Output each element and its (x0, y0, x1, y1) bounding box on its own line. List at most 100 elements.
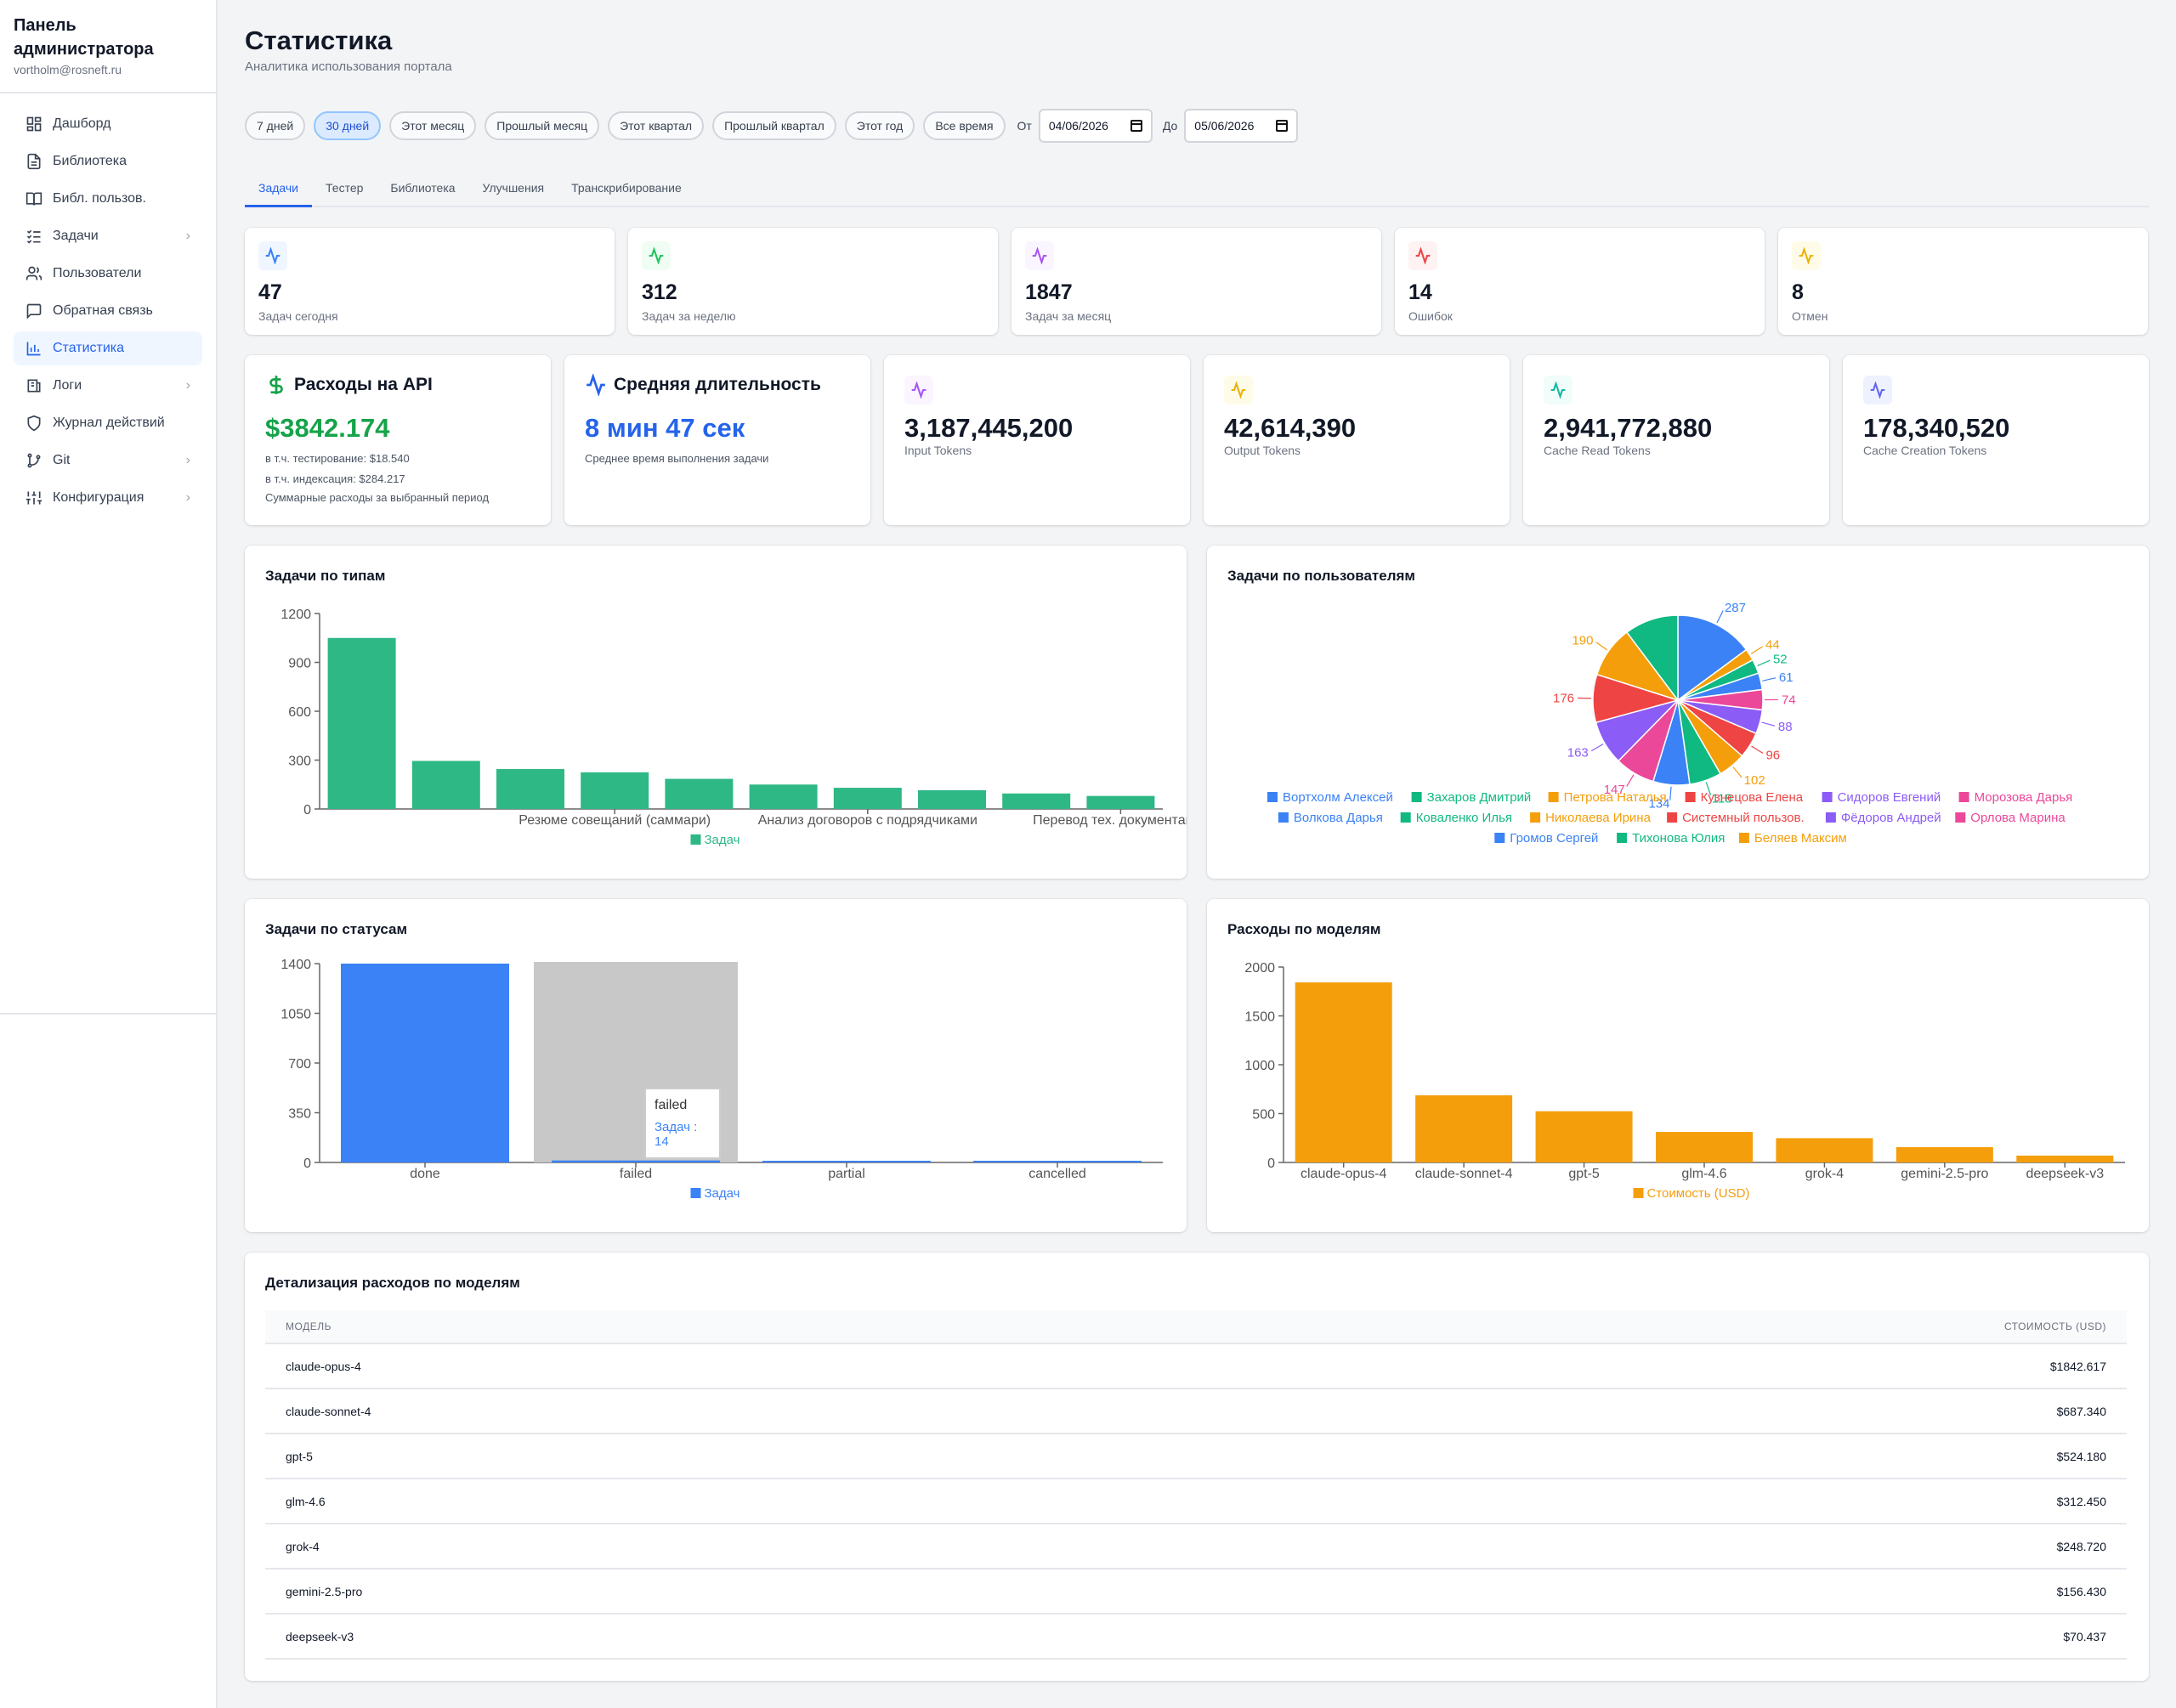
period-all-time[interactable]: Все время (923, 111, 1006, 140)
bar (1896, 1147, 1993, 1162)
x-tick-label: done (410, 1167, 440, 1181)
y-tick-label: 1500 (1244, 1010, 1275, 1025)
user-email: vortholm@rosneft.ru (14, 63, 122, 76)
legend-label: Сидоров Евгений (1838, 790, 1941, 805)
period-this-quarter[interactable]: Этот квартал (608, 111, 705, 140)
x-tick-label: cancelled (1028, 1167, 1086, 1181)
sidebar-item-feedback[interactable]: Обратная связь (14, 294, 202, 328)
pie-value-label: 74 (1782, 693, 1796, 707)
x-tick-label: Перевод тех. документации (1033, 813, 1187, 828)
activity-icon (1544, 376, 1572, 404)
date-from-input[interactable]: 04/06/2026 (1038, 109, 1153, 143)
period-last-month[interactable]: Прошлый месяц (484, 111, 600, 140)
period-this-month[interactable]: Этот месяц (389, 111, 477, 140)
chevron-right-icon: › (185, 229, 190, 243)
y-tick-label: 1000 (1244, 1059, 1275, 1073)
tab-tasks[interactable]: Задачи (245, 172, 313, 207)
chart-tooltip: failed Задач : 14 (644, 1088, 721, 1159)
chevron-right-icon: › (185, 490, 190, 505)
pie-label-line (1716, 610, 1724, 624)
sidebar-item-label: Пользователи (53, 266, 142, 280)
avg-duration-note: Среднее время выполнения задачи (585, 452, 769, 465)
sidebar-item-user-library[interactable]: Библ. пользов. (14, 182, 202, 216)
legend-label: Коваленко Илья (1416, 811, 1512, 825)
tab-improvements[interactable]: Улучшения (482, 181, 545, 195)
bar (341, 964, 509, 1162)
tab-tester[interactable]: Тестер (326, 181, 364, 195)
bar (1295, 982, 1392, 1162)
api-cost-value: $3842.174 (265, 413, 390, 443)
shield-icon (27, 415, 41, 432)
stat-label: Ошибок (1408, 309, 1453, 323)
sidebar-item-label: Статистика (53, 341, 125, 355)
stat-label: Задач за неделю (642, 309, 736, 323)
activity-icon (1792, 241, 1821, 270)
token-card: 3,187,445,200 Input Tokens (884, 355, 1190, 525)
table-row: grok-4 $248.720 (265, 1524, 2127, 1569)
legend-swatch (1411, 792, 1422, 802)
sidebar-item-config[interactable]: Конфигурация › (14, 481, 202, 515)
sidebar-item-library[interactable]: Библиотека (14, 144, 202, 178)
tab-library[interactable]: Библиотека (390, 181, 456, 195)
activity-icon (904, 376, 933, 404)
sidebar-item-statistics[interactable]: Статистика (14, 331, 202, 365)
chart-icon (26, 342, 41, 356)
bar (552, 1160, 720, 1162)
pie-value-label: 88 (1778, 720, 1793, 734)
sidebar-item-users[interactable]: Пользователи (14, 257, 202, 291)
chart-title: Задачи по пользователям (1227, 568, 1415, 584)
x-tick-label: glm-4.6 (1681, 1167, 1726, 1181)
avg-duration-value: 8 мин 47 сек (585, 413, 745, 443)
token-label: Cache Creation Tokens (1863, 444, 1987, 457)
sidebar-item-dashboard[interactable]: Дашборд (14, 107, 202, 141)
sidebar-item-tasks[interactable]: Задачи › (14, 219, 202, 253)
sidebar-item-git[interactable]: Git › (14, 444, 202, 478)
sidebar-item-audit-log[interactable]: Журнал действий (14, 406, 202, 440)
tab-transcription[interactable]: Транскрибирование (571, 181, 682, 195)
date-to-input[interactable]: 05/06/2026 (1184, 109, 1299, 143)
token-value: 178,340,520 (1863, 413, 2010, 443)
stat-value: 8 (1792, 280, 1804, 304)
period-last-quarter[interactable]: Прошлый квартал (712, 111, 836, 140)
chevron-right-icon: › (185, 378, 190, 393)
pie-label-line (1705, 782, 1712, 795)
sidebar-header: Панель администратора vortholm@rosneft.r… (0, 0, 216, 93)
model-cost: $156.430 (2056, 1584, 2106, 1598)
sidebar-nav: Дашборд Библиотека Библ. пользов. Задачи… (0, 93, 216, 532)
dashboard-icon (26, 116, 42, 132)
bar (918, 789, 986, 809)
table-row: claude-opus-4 $1842.617 (265, 1344, 2127, 1389)
y-tick-label: 350 (288, 1107, 311, 1122)
token-card: 2,941,772,880 Cache Read Tokens (1523, 355, 1829, 525)
tasks-icon (26, 229, 41, 244)
sidebar: Панель администратора vortholm@rosneft.r… (0, 0, 218, 1708)
bar (665, 778, 734, 809)
y-tick-label: 700 (288, 1057, 311, 1072)
page-title: Статистика (245, 25, 393, 55)
cost-table-card: Детализация расходов по моделям Модель С… (245, 1253, 2149, 1681)
cost-by-models-card: Расходы по моделям 0 500 1000 1500 2000 claud… (1207, 899, 2149, 1232)
period-this-year[interactable]: Этот год (844, 111, 915, 140)
token-label: Input Tokens (904, 444, 972, 457)
legend-label: Морозова Дарья (1975, 790, 2073, 805)
calendar-icon[interactable] (1276, 120, 1289, 132)
pie-slice (1677, 614, 1748, 702)
legend-label: Николаева Ирина (1545, 811, 1651, 825)
token-label: Cache Read Tokens (1544, 444, 1651, 457)
table-row: gpt-5 $524.180 (265, 1434, 2127, 1479)
calendar-icon[interactable] (1130, 120, 1142, 132)
bar (411, 761, 480, 809)
pie-label-line (1751, 745, 1764, 755)
stat-card: 1847 Задач за месяц (1012, 228, 1381, 335)
legend-swatch (1400, 812, 1411, 823)
book-icon (26, 192, 42, 206)
period-7-days[interactable]: 7 дней (245, 111, 306, 140)
pie-value-label: 52 (1773, 653, 1788, 667)
table-row: claude-sonnet-4 $687.340 (265, 1389, 2127, 1434)
period-30-days[interactable]: 30 дней (314, 111, 382, 140)
sidebar-item-logs[interactable]: Логи › (14, 369, 202, 403)
y-tick-label: 2000 (1244, 961, 1275, 976)
x-tick-label: claude-opus-4 (1300, 1167, 1387, 1181)
stat-label: Задач за месяц (1025, 309, 1112, 323)
pie-label-line (1757, 659, 1771, 667)
